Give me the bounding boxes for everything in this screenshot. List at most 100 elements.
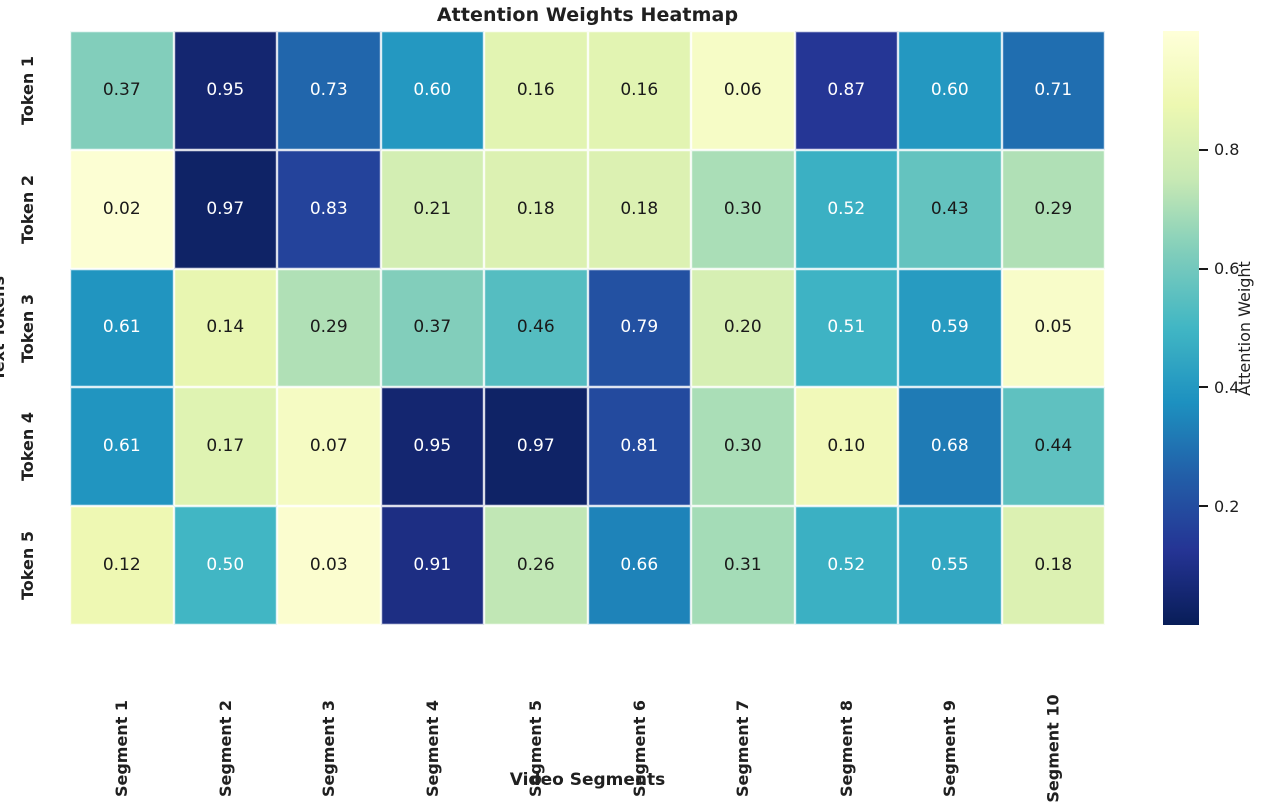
heatmap-cell-value: 0.59 — [930, 317, 969, 338]
heatmap-cell-value: 0.37 — [102, 79, 141, 100]
heatmap-cell-value: 0.81 — [620, 436, 659, 457]
colorbar-title-text: Attention Weight — [1234, 260, 1254, 396]
heatmap-cell-value: 0.20 — [723, 317, 762, 338]
heatmap-cell: 0.37 — [380, 268, 484, 388]
heatmap-cell: 0.81 — [587, 387, 691, 507]
heatmap-cell: 0.60 — [898, 31, 1002, 150]
heatmap-cell: 0.44 — [1001, 387, 1105, 507]
heatmap-cell-value: 0.79 — [620, 317, 659, 338]
heatmap-cell: 0.79 — [587, 268, 691, 388]
heatmap-cell-value: 0.16 — [516, 79, 555, 100]
heatmap-cell-value: 0.97 — [516, 436, 555, 457]
heatmap-cell-value: 0.61 — [102, 317, 141, 338]
heatmap-cell-value: 0.16 — [620, 79, 659, 100]
heatmap-cell-value: 0.26 — [516, 555, 555, 576]
heatmap-cell-value: 0.50 — [206, 555, 245, 576]
heatmap-cell: 0.37 — [70, 31, 174, 150]
y-axis-title-text: Text Tokens — [0, 275, 8, 381]
heatmap-cell: 0.87 — [794, 31, 898, 150]
heatmap-cell: 0.61 — [70, 268, 174, 388]
y-tick-label: Token 4 — [18, 412, 38, 482]
heatmap-cell: 0.14 — [173, 268, 277, 388]
heatmap-cell: 0.60 — [380, 31, 484, 150]
heatmap-cell-value: 0.12 — [102, 555, 141, 576]
colorbar-gradient — [1163, 31, 1199, 625]
heatmap-cell-value: 0.60 — [930, 79, 969, 100]
heatmap-cell: 0.10 — [794, 387, 898, 507]
heatmap-cell-value: 0.18 — [620, 198, 659, 219]
heatmap-cell-value: 0.02 — [102, 198, 141, 219]
heatmap-cell: 0.97 — [173, 149, 277, 269]
heatmap-cell: 0.21 — [380, 149, 484, 269]
heatmap-cell-value: 0.14 — [206, 317, 245, 338]
heatmap-cell: 0.52 — [794, 149, 898, 269]
heatmap-cell: 0.61 — [70, 387, 174, 507]
heatmap-cell: 0.07 — [277, 387, 381, 507]
heatmap-cell: 0.17 — [173, 387, 277, 507]
heatmap-cell-value: 0.68 — [930, 436, 969, 457]
heatmap-cell: 0.18 — [1001, 506, 1105, 625]
heatmap-cell-value: 0.05 — [1034, 317, 1073, 338]
heatmap-cell: 0.26 — [484, 506, 588, 625]
heatmap-cell-value: 0.91 — [413, 555, 452, 576]
heatmap-cell-value: 0.52 — [827, 198, 866, 219]
heatmap-cell-value: 0.83 — [309, 198, 348, 219]
chart-title: Attention Weights Heatmap — [436, 4, 739, 26]
heatmap-cell: 0.66 — [587, 506, 691, 625]
heatmap-cell-value: 0.21 — [413, 198, 452, 219]
heatmap-cell: 0.73 — [277, 31, 381, 150]
heatmap-cell: 0.55 — [898, 506, 1002, 625]
heatmap-cell-value: 0.07 — [309, 436, 348, 457]
heatmap-cell: 0.31 — [691, 506, 795, 625]
heatmap-cell: 0.83 — [277, 149, 381, 269]
heatmap-cell-value: 0.61 — [102, 436, 141, 457]
heatmap-cell: 0.29 — [277, 268, 381, 388]
x-axis-title: Video Segments — [509, 770, 666, 790]
y-tick-label: Token 5 — [18, 531, 38, 601]
heatmap-cell-value: 0.03 — [309, 555, 348, 576]
colorbar-tick-label: 0.4 — [1214, 377, 1240, 397]
heatmap-cell-value: 0.17 — [206, 436, 245, 457]
heatmap-cell: 0.97 — [484, 387, 588, 507]
y-tick-label: Token 2 — [18, 174, 38, 244]
heatmap-cell-value: 0.29 — [309, 317, 348, 338]
y-tick-label: Token 1 — [18, 55, 38, 125]
heatmap-cell-value: 0.18 — [1034, 555, 1073, 576]
heatmap-grid: 0.37 0.95 0.73 0.60 0.16 0.16 0.06 0.87 0.60 0.71… — [70, 31, 1105, 625]
heatmap-cell-value: 0.97 — [206, 198, 245, 219]
heatmap-cell: 0.12 — [70, 506, 174, 625]
heatmap-cell: 0.95 — [380, 387, 484, 507]
heatmap-cell-value: 0.18 — [516, 198, 555, 219]
heatmap-cell: 0.20 — [691, 268, 795, 388]
heatmap-cell-value: 0.73 — [309, 79, 348, 100]
colorbar-tick-label: 0.2 — [1214, 496, 1240, 516]
colorbar-tick-label: 0.6 — [1214, 259, 1240, 279]
heatmap-cell: 0.52 — [794, 506, 898, 625]
heatmap-cell-value: 0.10 — [827, 436, 866, 457]
colorbar-tick-mark — [1199, 505, 1208, 508]
heatmap-cell: 0.06 — [691, 31, 795, 150]
heatmap-cell-value: 0.43 — [930, 198, 969, 219]
heatmap-cell: 0.43 — [898, 149, 1002, 269]
heatmap-cell: 0.30 — [691, 387, 795, 507]
heatmap-cell-value: 0.95 — [413, 436, 452, 457]
heatmap-cell-value: 0.30 — [723, 198, 762, 219]
heatmap-cell-value: 0.37 — [413, 317, 452, 338]
heatmap-cell-value: 0.87 — [827, 79, 866, 100]
colorbar: 0.2 0.4 0.6 0.8 — [1163, 31, 1239, 625]
heatmap-cell-value: 0.60 — [413, 79, 452, 100]
colorbar-tick-mark — [1199, 148, 1208, 151]
heatmap-cell: 0.03 — [277, 506, 381, 625]
heatmap-cell: 0.46 — [484, 268, 588, 388]
heatmap-cell: 0.18 — [484, 149, 588, 269]
heatmap-cell-value: 0.95 — [206, 79, 245, 100]
heatmap-cell: 0.91 — [380, 506, 484, 625]
heatmap-cell: 0.02 — [70, 149, 174, 269]
heatmap-cell-value: 0.30 — [723, 436, 762, 457]
heatmap-cell: 0.18 — [587, 149, 691, 269]
heatmap-cell: 0.16 — [484, 31, 588, 150]
heatmap-cell: 0.16 — [587, 31, 691, 150]
heatmap-cell: 0.50 — [173, 506, 277, 625]
heatmap-plot-area: 0.37 0.95 0.73 0.60 0.16 0.16 0.06 0.87 0.60 0.71… — [70, 31, 1105, 625]
